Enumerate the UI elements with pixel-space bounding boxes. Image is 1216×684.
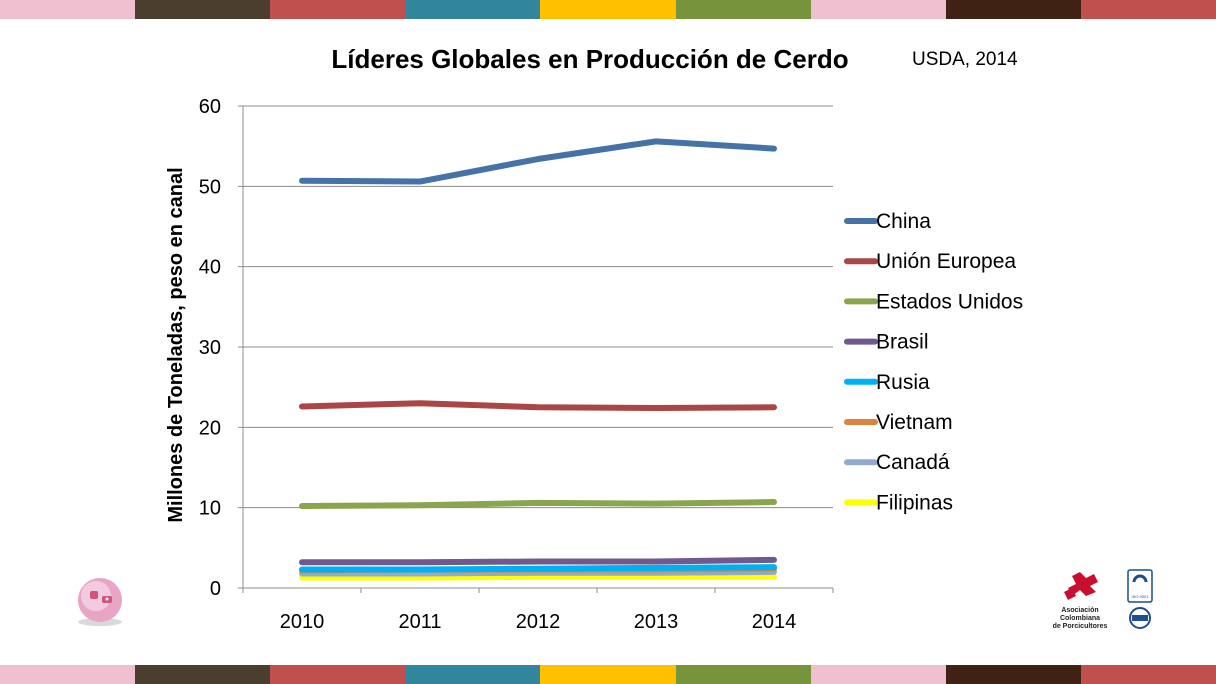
- stripe-segment: [675, 0, 811, 19]
- logo-text-line-1: Asociación: [1061, 607, 1098, 614]
- x-tick-label: 2014: [752, 611, 797, 633]
- stripe-segment: [810, 665, 946, 684]
- x-tick-label: 2013: [634, 611, 679, 633]
- series-line-rusia: [299, 564, 777, 573]
- chart-legend: China Unión Europea Estados Unidos Brasil Ru…: [844, 210, 1023, 514]
- stripe-segment: [945, 0, 1081, 19]
- series-line-estados-unidos: [299, 499, 777, 510]
- stripe-segment: [405, 0, 541, 19]
- stripe-segment: [675, 665, 811, 684]
- y-tick-label: 10: [199, 498, 221, 520]
- legend-label: Rusia: [876, 371, 930, 394]
- series-line-unión-europea: [299, 400, 777, 412]
- series-line-canadá: [299, 568, 777, 577]
- y-tick-label: 20: [199, 417, 221, 439]
- stripe-segment: [810, 0, 946, 19]
- logo-text-line-3: de Porcicultores: [1053, 623, 1108, 630]
- y-axis-ticks: 0 10 20 30 40 50 60: [199, 96, 221, 600]
- stripe-segment: [0, 0, 136, 19]
- stripe-segment: [270, 0, 406, 19]
- x-axis-ticks: 2010 2011 2012 2013 2014: [280, 611, 797, 633]
- x-tick-label: 2012: [516, 611, 561, 633]
- stripe-segment: [270, 665, 406, 684]
- series-lines: [299, 138, 777, 581]
- source-label: USDA, 2014: [912, 49, 1018, 70]
- chart-title: Líderes Globales en Producción de Cerdo: [331, 44, 849, 74]
- stripe-segment: [135, 665, 271, 684]
- series-line-china: [299, 138, 777, 185]
- stripe-segment: [945, 665, 1081, 684]
- series-line-brasil: [299, 556, 777, 566]
- iso-badge-text: ISO 9001: [1132, 594, 1150, 599]
- top-color-stripe: [0, 0, 1216, 19]
- logo-text-line-2: Colombiana: [1060, 615, 1100, 622]
- legend-label: Unión Europea: [876, 250, 1016, 273]
- legend-label: Vietnam: [876, 411, 953, 434]
- bottom-color-stripe: [0, 665, 1216, 684]
- legend-label: China: [876, 210, 931, 233]
- y-tick-label: 50: [199, 176, 221, 198]
- stripe-segment: [540, 665, 676, 684]
- y-axis-label: Millones de Toneladas, peso en canal: [165, 167, 187, 522]
- y-tick-label: 40: [199, 257, 221, 279]
- stripe-segment: [1080, 0, 1216, 19]
- stripe-segment: [135, 0, 271, 19]
- y-tick-label: 30: [199, 337, 221, 359]
- legend-label: Canadá: [876, 451, 950, 474]
- stripe-segment: [405, 665, 541, 684]
- legend-label: Brasil: [876, 331, 929, 354]
- porcicultores-logo-icon: Asociación Colombiana de Porcicultores I…: [1053, 569, 1153, 630]
- series-line-filipinas: [299, 573, 777, 581]
- stripe-segment: [0, 665, 136, 684]
- y-tick-label: 0: [210, 578, 221, 600]
- piggy-logo-icon: [78, 578, 122, 626]
- legend-label: Filipinas: [876, 491, 953, 514]
- x-tick-label: 2011: [398, 611, 441, 633]
- y-tick-label: 60: [199, 96, 221, 118]
- x-tick-label: 2010: [280, 611, 325, 633]
- stripe-segment: [540, 0, 676, 19]
- legend-label: Estados Unidos: [876, 290, 1023, 313]
- stripe-segment: [1080, 665, 1216, 684]
